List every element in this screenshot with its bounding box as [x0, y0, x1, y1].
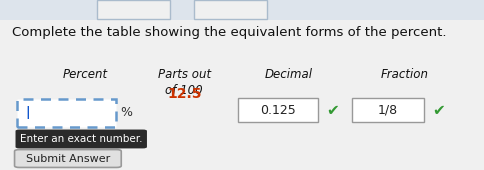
Text: Percent: Percent	[62, 68, 107, 81]
Text: Fraction: Fraction	[380, 68, 428, 81]
Text: 12.5: 12.5	[166, 87, 201, 101]
FancyBboxPatch shape	[97, 0, 169, 19]
Text: Submit Answer: Submit Answer	[26, 154, 110, 164]
FancyBboxPatch shape	[194, 0, 266, 19]
FancyBboxPatch shape	[351, 98, 424, 122]
Text: ✔: ✔	[325, 103, 338, 118]
Text: |: |	[25, 106, 30, 119]
FancyBboxPatch shape	[0, 0, 484, 20]
FancyBboxPatch shape	[237, 98, 317, 122]
Text: ✔: ✔	[432, 103, 444, 118]
FancyBboxPatch shape	[15, 150, 121, 167]
Text: 1/8: 1/8	[377, 104, 397, 117]
Text: %: %	[120, 106, 132, 119]
FancyBboxPatch shape	[17, 99, 116, 127]
Text: Decimal: Decimal	[264, 68, 312, 81]
Text: Complete the table showing the equivalent forms of the percent.: Complete the table showing the equivalen…	[12, 26, 446, 39]
Text: 0.125: 0.125	[259, 104, 295, 117]
Text: Enter an exact number.: Enter an exact number.	[20, 134, 142, 144]
FancyBboxPatch shape	[15, 130, 147, 148]
Text: Parts out
of 100: Parts out of 100	[157, 68, 211, 97]
